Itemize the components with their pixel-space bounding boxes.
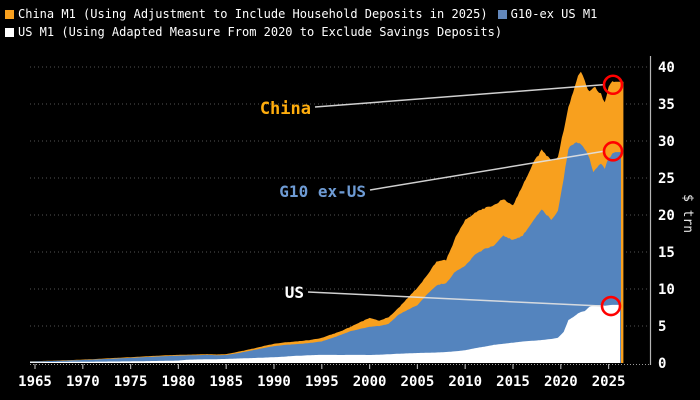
y-tick-label-5: 5 (658, 319, 666, 335)
callout-line-us (307, 291, 602, 307)
callout-line-g10-ex-us (369, 150, 604, 191)
callout-line-china (314, 84, 604, 108)
x-tick-label-1995: 1995 (305, 374, 339, 390)
legend-label-china: China M1 (Using Adjustment to Include Ho… (18, 7, 488, 21)
g10-swatch-icon (497, 9, 507, 19)
y-tick-label-0: 0 (658, 356, 666, 372)
end-marker-circle-us (600, 295, 622, 317)
x-tick-label-2020: 2020 (544, 374, 578, 390)
annotation-label-china: China (260, 99, 311, 119)
x-tick-label-1985: 1985 (209, 374, 243, 390)
end-marker-circle-china (602, 74, 624, 96)
legend-item-g10: G10-ex US M1 (497, 5, 598, 23)
y-tick-label-20: 20 (658, 208, 675, 224)
x-tick-label-2025: 2025 (592, 374, 626, 390)
y-tick-label-35: 35 (658, 97, 675, 113)
area-g10-ex-us-m1 (30, 142, 621, 363)
legend: China M1 (Using Adjustment to Include Ho… (5, 5, 607, 41)
y-tick-label-15: 15 (658, 245, 675, 261)
legend-row-1: China M1 (Using Adjustment to Include Ho… (5, 5, 607, 23)
legend-item-china: China M1 (Using Adjustment to Include Ho… (5, 5, 488, 23)
x-tick-label-2005: 2005 (401, 374, 435, 390)
annotations: China G10 ex-US US (260, 74, 624, 317)
x-tick-label-1975: 1975 (114, 374, 148, 390)
y-tick-label-40: 40 (658, 60, 675, 76)
y-tick-label-10: 10 (658, 282, 675, 298)
x-tick-label-1970: 1970 (66, 374, 100, 390)
end-marker-circle-g10-ex-us (602, 141, 624, 162)
y-tick-label-30: 30 (658, 134, 675, 150)
annotation-label-us: US (285, 283, 304, 302)
china-swatch-icon (5, 9, 14, 19)
legend-label-g10: G10-ex US M1 (510, 7, 598, 21)
legend-row-2: US M1 (Using Adapted Measure From 2020 t… (5, 23, 607, 41)
x-tick-label-1980: 1980 (162, 374, 196, 390)
x-tick-label-1990: 1990 (257, 374, 291, 390)
x-tick-label-2000: 2000 (353, 374, 387, 390)
legend-item-us: US M1 (Using Adapted Measure From 2020 t… (5, 23, 502, 41)
y-axis-unit-label: $ trn (680, 194, 695, 233)
x-tick-label-1965: 1965 (18, 374, 52, 390)
x-tick-label-2015: 2015 (496, 374, 530, 390)
legend-label-us: US M1 (Using Adapted Measure From 2020 t… (18, 25, 503, 39)
area-us-m1 (30, 304, 621, 363)
area-series (30, 71, 624, 363)
y-tick-label-25: 25 (658, 171, 675, 187)
us-swatch-icon (5, 27, 14, 37)
annotation-label-g10-ex-us: G10 ex-US (279, 182, 366, 201)
x-tick-label-2010: 2010 (448, 374, 482, 390)
